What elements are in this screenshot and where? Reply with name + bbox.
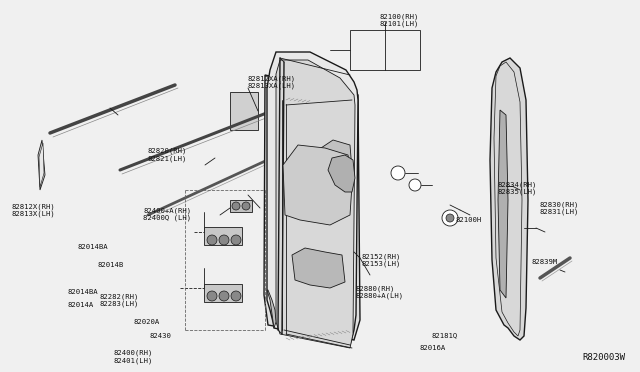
Circle shape — [409, 179, 421, 191]
Text: 82880(RH)
82880+A(LH): 82880(RH) 82880+A(LH) — [356, 285, 404, 299]
Polygon shape — [498, 110, 508, 298]
Circle shape — [207, 235, 217, 245]
Polygon shape — [490, 58, 528, 340]
Text: 82430: 82430 — [150, 333, 172, 339]
Polygon shape — [283, 145, 352, 225]
Text: 82812X(RH)
82813X(LH): 82812X(RH) 82813X(LH) — [12, 203, 56, 217]
Text: 82400+A(RH)
82400Q (LH): 82400+A(RH) 82400Q (LH) — [143, 207, 191, 221]
Text: 82152(RH)
82153(LH): 82152(RH) 82153(LH) — [362, 253, 401, 267]
Circle shape — [231, 291, 241, 301]
Polygon shape — [315, 140, 352, 200]
Polygon shape — [39, 143, 44, 187]
Polygon shape — [267, 52, 358, 345]
Text: 82014BA: 82014BA — [77, 244, 108, 250]
Text: 82830(RH)
82831(LH): 82830(RH) 82831(LH) — [540, 201, 579, 215]
Text: 82400(RH)
82401(LH): 82400(RH) 82401(LH) — [113, 350, 152, 364]
Text: 82020A: 82020A — [133, 319, 159, 325]
Polygon shape — [292, 248, 345, 288]
Circle shape — [219, 291, 229, 301]
Polygon shape — [38, 140, 45, 190]
Polygon shape — [276, 60, 355, 348]
Circle shape — [232, 202, 240, 210]
Circle shape — [207, 291, 217, 301]
Circle shape — [231, 235, 241, 245]
Polygon shape — [328, 155, 355, 192]
Polygon shape — [230, 92, 258, 130]
Text: 82014A: 82014A — [68, 302, 94, 308]
Circle shape — [242, 202, 250, 210]
Text: 82282(RH)
82283(LH): 82282(RH) 82283(LH) — [100, 293, 140, 307]
Circle shape — [391, 166, 405, 180]
Text: R820003W: R820003W — [582, 353, 625, 362]
Text: 82100H: 82100H — [455, 217, 481, 223]
Circle shape — [442, 210, 458, 226]
Text: 82820(RH)
82821(LH): 82820(RH) 82821(LH) — [148, 148, 188, 162]
Bar — [204, 227, 242, 245]
Polygon shape — [264, 75, 360, 340]
Bar — [204, 284, 242, 302]
Text: 82839M: 82839M — [532, 259, 558, 265]
Text: 82812XA(RH)
82813XA(LH): 82812XA(RH) 82813XA(LH) — [248, 75, 296, 89]
Text: 82834(RH)
82835(LH): 82834(RH) 82835(LH) — [498, 181, 538, 195]
Circle shape — [446, 214, 454, 222]
Text: 82181Q: 82181Q — [432, 332, 458, 338]
Polygon shape — [230, 200, 252, 212]
Circle shape — [219, 235, 229, 245]
Text: 82014BA: 82014BA — [68, 289, 99, 295]
Polygon shape — [267, 290, 276, 328]
Text: 82014B: 82014B — [98, 262, 124, 268]
Text: 82100(RH)
82101(LH): 82100(RH) 82101(LH) — [380, 13, 419, 27]
Text: 82016A: 82016A — [420, 345, 446, 351]
